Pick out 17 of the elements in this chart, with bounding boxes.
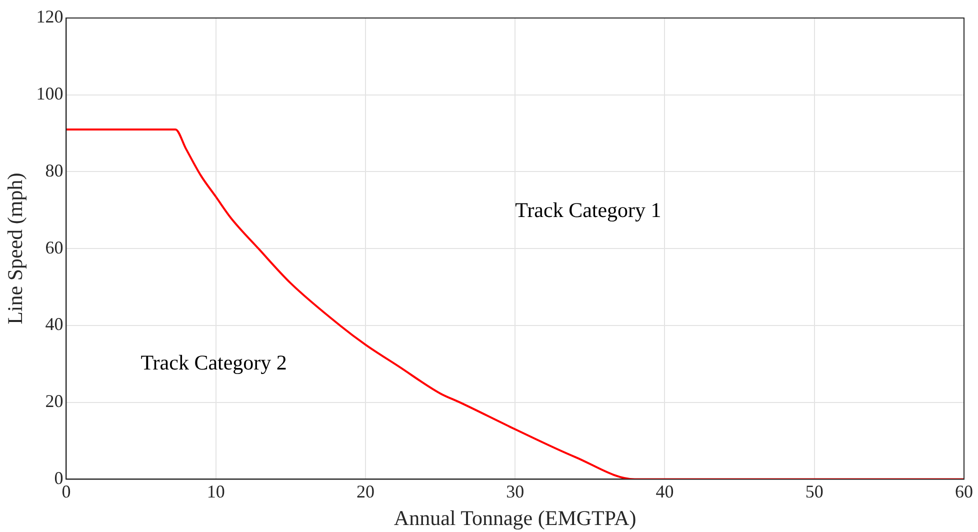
annotation: Track Category 1 — [515, 198, 662, 222]
x-tick-label: 50 — [805, 482, 824, 502]
y-tick-label: 40 — [45, 314, 64, 334]
y-tick-label: 120 — [36, 6, 64, 27]
y-tick-label: 100 — [36, 84, 64, 104]
x-axis-title: Annual Tonnage (EMGTPA) — [394, 506, 636, 530]
y-tick-label: 20 — [45, 391, 64, 412]
x-tick-label: 10 — [206, 482, 225, 502]
x-tick-label: 60 — [955, 482, 973, 502]
y-tick-label: 0 — [54, 468, 64, 488]
y-tick-label: 60 — [45, 237, 64, 258]
annotation: Track Category 2 — [140, 350, 287, 374]
x-tick-label: 30 — [506, 482, 524, 502]
y-tick-label: 80 — [45, 160, 64, 180]
x-tick-label: 40 — [656, 482, 674, 502]
x-tick-label: 20 — [356, 482, 374, 502]
y-axis-title: Line Speed (mph) — [3, 172, 28, 324]
